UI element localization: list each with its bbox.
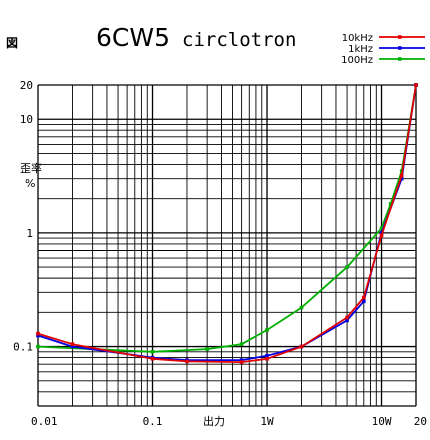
data-point-100Hz [150,349,155,354]
series-line-10kHz [37,84,417,364]
data-point-1kHz [70,344,75,349]
legend-marker-1kHz [398,46,402,50]
data-point-10kHz [70,342,75,346]
data-point-100Hz [265,328,269,332]
x-tick-label: 0.1 [143,415,163,428]
series-group [36,83,418,364]
y-tick-label: 0.1 [13,341,33,354]
data-point-10kHz [345,315,349,320]
legend-label-10kHz: 10kHz [342,33,373,44]
y-tick-label: 20 [20,79,33,92]
data-point-100Hz [205,347,209,351]
data-point-10kHz [399,173,404,178]
data-point-1kHz [36,333,40,338]
data-point-10kHz [265,357,269,361]
data-point-10kHz [299,344,304,349]
data-point-10kHz [414,83,418,87]
data-point-100Hz [388,202,393,206]
data-point-100Hz [36,344,40,349]
data-point-10kHz [379,233,384,238]
data-point-10kHz [361,295,366,300]
data-point-1kHz [361,299,366,304]
y-tick-label: 10 [20,113,33,126]
data-point-10kHz [150,357,155,361]
chart-subtitle: circlotron [182,29,296,51]
grid [37,84,417,407]
series-line-100Hz [37,84,417,353]
y-axis-title: 歪率 [20,161,42,175]
data-point-10kHz [185,359,189,364]
data-point-1kHz [239,358,244,362]
axis-labels: 0.01 0.1 1W 10W 20 0.1 1 10 20 [13,79,427,428]
chart-title: 6CW5 [96,23,170,52]
data-point-100Hz [345,265,349,269]
x-tick-label: 10W [372,415,392,428]
legend-marker-10kHz [398,35,402,39]
data-point-1kHz [399,176,404,181]
y-tick-label: 1 [26,227,33,240]
data-point-10kHz [239,360,244,364]
data-point-100Hz [379,226,384,230]
data-point-1kHz [265,353,269,358]
data-point-1kHz [345,318,349,323]
data-point-10kHz [36,331,40,336]
x-tick-label: 0.01 [31,415,58,428]
x-axis-title: 出力 [203,414,225,428]
series-line-1kHz [37,84,417,362]
x-tick-label: 1W [260,415,274,428]
legend-label-1kHz: 1kHz [348,44,373,55]
corner-mark: 図 [6,36,18,50]
x-tick-label: 20 [414,415,427,428]
legend-marker-100Hz [398,57,402,61]
legend-label-100Hz: 100Hz [341,55,373,66]
y-axis-unit: % [25,177,35,190]
data-point-100Hz [239,342,244,346]
data-point-100Hz [299,305,304,310]
